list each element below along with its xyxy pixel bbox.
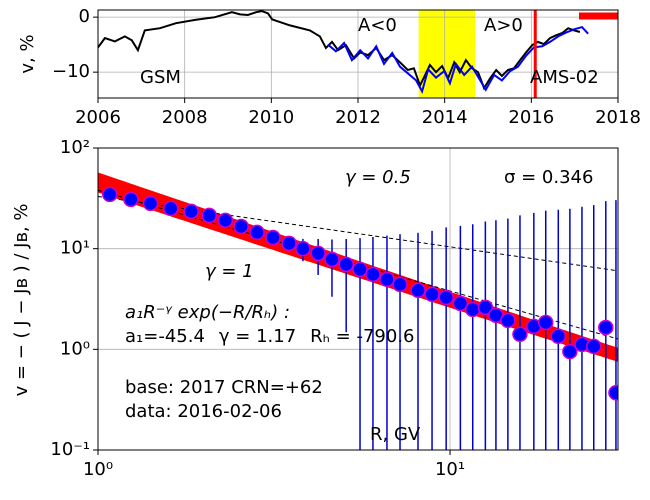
- fit-parameter: Rₕ =: [310, 326, 356, 347]
- legend-label: GSM: [140, 67, 181, 88]
- x-axis-label: R, GV: [370, 424, 421, 445]
- data-point: [512, 326, 528, 343]
- series-line: [327, 25, 589, 95]
- fit-parameter: 1.17: [256, 326, 296, 347]
- data-point: [295, 240, 311, 257]
- y-tick-label: 0: [79, 6, 90, 27]
- annotation: data: 2016-02-06: [125, 401, 282, 422]
- fit-parameters: a₁=-45.4 γ = 1.17 Rₕ = -790.6: [125, 326, 415, 347]
- y-tick-label: 10⁻¹: [50, 439, 90, 460]
- reference-label: γ = 1: [205, 261, 254, 282]
- axes-frame: [97, 9, 619, 99]
- shaded-span: [418, 10, 475, 98]
- data-point: [249, 224, 265, 241]
- x-tick-label: 2006: [75, 107, 121, 128]
- data-point: [102, 186, 118, 203]
- y-tick-label: 10²: [60, 137, 90, 158]
- data-point: [265, 229, 281, 246]
- fit-parameter: a₁=: [125, 326, 158, 347]
- data-point: [217, 212, 234, 229]
- fit-parameter: γ =: [219, 326, 256, 347]
- x-tick-label: 10¹: [435, 459, 465, 480]
- data-point: [324, 251, 340, 268]
- data-point: [142, 195, 159, 212]
- x-tick-label: 2012: [335, 107, 381, 128]
- x-tick-label: 2018: [595, 107, 641, 128]
- x-tick-label: 10⁰: [83, 459, 113, 480]
- x-tick-label: 2014: [422, 107, 468, 128]
- data-point: [392, 276, 408, 293]
- data-point: [352, 261, 368, 278]
- fit-parameter: -790.6: [356, 326, 414, 347]
- data-point: [201, 207, 217, 224]
- data-point: [608, 385, 618, 401]
- data-point: [183, 203, 199, 220]
- data-point: [550, 328, 567, 344]
- data-point: [598, 319, 614, 336]
- y-axis-label: v, %: [17, 34, 38, 73]
- plot-clip: [418, 10, 475, 98]
- annotation: A<0: [358, 15, 397, 36]
- data-point: [464, 301, 481, 318]
- data-point: [123, 191, 139, 208]
- y-axis-label: v = − ( J − Jʙ ) / Jʙ, %: [11, 204, 32, 397]
- data-point: [310, 245, 326, 262]
- data-point: [537, 314, 554, 331]
- y-tick-label: −10: [52, 61, 90, 82]
- data-point: [438, 289, 454, 306]
- x-tick-label: 2008: [162, 107, 208, 128]
- y-tick-label: 10¹: [60, 238, 90, 259]
- data-point: [424, 286, 440, 303]
- fit-parameter: -45.4: [158, 326, 205, 347]
- data-point: [410, 282, 426, 299]
- data-point: [163, 200, 179, 217]
- data-point: [233, 218, 249, 235]
- annotation: base: 2017 CRN=+62: [125, 377, 323, 398]
- data-point: [500, 312, 516, 329]
- plot-content: [98, 172, 618, 450]
- reference-label: γ = 0.5: [345, 167, 411, 188]
- data-point: [338, 256, 354, 273]
- data-point: [281, 235, 297, 252]
- data-point: [562, 343, 578, 360]
- x-tick-label: 2010: [248, 107, 294, 128]
- x-tick-label: 2016: [508, 107, 554, 128]
- reference-line: [98, 189, 618, 340]
- data-point: [379, 271, 395, 288]
- data-point: [365, 266, 381, 283]
- fit-formula: a₁R⁻ᵞ exp(−R/Rₕ) :: [125, 302, 290, 323]
- annotation: A>0: [484, 15, 523, 36]
- legend-label: AMS-02: [530, 67, 599, 88]
- annotation: σ = 0.346: [504, 167, 593, 188]
- data-point: [477, 299, 494, 316]
- axes-frame: [97, 147, 619, 451]
- series-group: [98, 10, 618, 98]
- y-tick-label: 10⁰: [60, 338, 90, 359]
- data-point: [586, 338, 602, 355]
- data-point: [452, 295, 469, 312]
